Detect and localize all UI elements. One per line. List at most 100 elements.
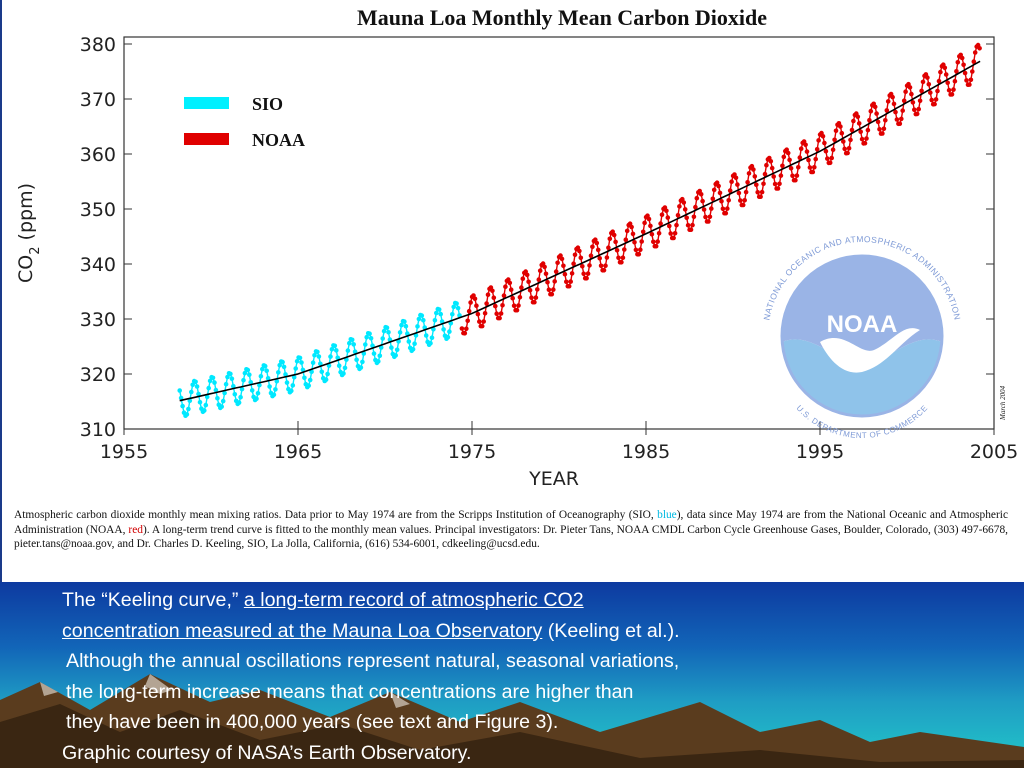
data-point-sio — [202, 408, 207, 413]
data-point-sio — [231, 383, 236, 389]
data-point-noaa — [622, 247, 627, 252]
data-point-noaa — [590, 244, 595, 250]
data-point-noaa — [577, 248, 582, 254]
data-point-noaa — [764, 162, 769, 168]
data-point-sio — [319, 369, 325, 375]
data-point-noaa — [465, 318, 471, 324]
data-point-sio — [204, 394, 210, 400]
data-point-noaa — [745, 180, 750, 185]
figure-caption: Atmospheric carbon dioxide monthly mean … — [14, 508, 1008, 552]
data-point-noaa — [936, 78, 942, 84]
slide-text-area: The “Keeling curve,” a long-term record … — [0, 582, 1024, 768]
data-point-noaa — [803, 142, 808, 148]
data-point-noaa — [823, 148, 829, 154]
data-point-noaa — [646, 216, 652, 222]
data-point-noaa — [597, 255, 602, 261]
observatory-link-part-2[interactable]: concentration measured at the Mauna Loa … — [62, 619, 543, 642]
data-point-sio — [415, 324, 420, 329]
data-point-noaa — [701, 207, 707, 212]
data-point-noaa — [624, 228, 630, 234]
data-point-noaa — [899, 116, 904, 122]
data-point-noaa — [875, 119, 881, 125]
data-point-sio — [299, 360, 304, 365]
data-point-noaa — [736, 190, 742, 196]
data-point-sio — [223, 381, 229, 387]
data-point-noaa — [768, 159, 774, 164]
data-point-noaa — [555, 260, 560, 266]
data-point-noaa — [484, 301, 489, 306]
data-point-noaa — [562, 271, 568, 277]
data-point-noaa — [916, 106, 921, 112]
data-point-sio — [447, 329, 452, 334]
data-point-noaa — [514, 307, 520, 313]
data-point-noaa — [949, 92, 955, 97]
data-point-sio — [280, 359, 285, 365]
data-point-noaa — [707, 214, 713, 220]
data-point-noaa — [798, 146, 804, 151]
data-point-sio — [370, 343, 375, 349]
data-point-sio — [220, 398, 226, 404]
data-point-noaa — [762, 171, 768, 177]
y-axis: 310 320 330 340 350 360 370 380 — [80, 34, 994, 441]
data-point-sio — [177, 388, 182, 393]
x-tick-label: 1955 — [100, 441, 148, 463]
x-axis-label: YEAR — [528, 468, 579, 490]
data-point-noaa — [900, 108, 905, 113]
data-point-sio — [242, 370, 248, 376]
data-point-sio — [384, 325, 390, 331]
data-point-sio — [345, 348, 351, 353]
data-point-noaa — [493, 303, 498, 309]
caption-blue-word: blue — [657, 509, 677, 521]
data-point-noaa — [516, 303, 521, 308]
data-point-noaa — [584, 276, 589, 281]
data-point-sio — [399, 322, 404, 328]
data-point-sio — [363, 342, 368, 347]
data-point-noaa — [691, 214, 697, 220]
data-point-sio — [210, 375, 216, 381]
data-point-noaa — [529, 295, 534, 301]
data-point-sio — [367, 331, 372, 337]
data-point-noaa — [848, 137, 853, 143]
data-point-sio — [360, 359, 365, 365]
data-point-noaa — [684, 215, 689, 221]
data-point-sio — [421, 317, 426, 323]
data-point-noaa — [604, 255, 610, 260]
data-point-noaa — [910, 100, 916, 105]
data-point-noaa — [594, 240, 600, 246]
data-point-noaa — [464, 326, 469, 332]
data-point-noaa — [459, 326, 465, 331]
data-point-sio — [358, 365, 364, 370]
data-point-noaa — [938, 69, 943, 75]
data-point-noaa — [917, 98, 923, 104]
data-point-noaa — [769, 165, 775, 171]
data-point-noaa — [653, 243, 659, 249]
y-tick-label: 360 — [80, 144, 116, 166]
data-point-sio — [352, 349, 358, 355]
data-point-noaa — [674, 222, 679, 228]
data-point-noaa — [664, 208, 669, 214]
y-axis-label-sub: 2 — [28, 246, 43, 254]
data-point-noaa — [856, 121, 862, 126]
data-point-sio — [196, 391, 201, 397]
data-point-noaa — [833, 128, 839, 134]
logo-center-text: NOAA — [827, 311, 898, 338]
observatory-link-part-1[interactable]: a long-term record of atmospheric CO2 — [243, 589, 584, 611]
x-tick-label: 2005 — [970, 441, 1018, 463]
data-point-noaa — [494, 311, 500, 317]
data-point-noaa — [804, 149, 810, 154]
data-point-noaa — [901, 98, 907, 103]
data-point-sio — [294, 359, 300, 364]
data-point-noaa — [613, 239, 618, 245]
data-point-sio — [187, 398, 193, 404]
data-point-sio — [422, 325, 428, 330]
data-point-noaa — [806, 157, 811, 163]
data-point-sio — [184, 412, 190, 417]
data-point-noaa — [954, 69, 959, 74]
data-point-sio — [405, 331, 410, 336]
data-point-noaa — [497, 315, 502, 321]
data-point-noaa — [620, 255, 626, 260]
data-point-noaa — [533, 295, 539, 300]
data-point-sio — [457, 313, 462, 318]
data-point-noaa — [623, 237, 629, 242]
data-point-sio — [248, 380, 253, 385]
